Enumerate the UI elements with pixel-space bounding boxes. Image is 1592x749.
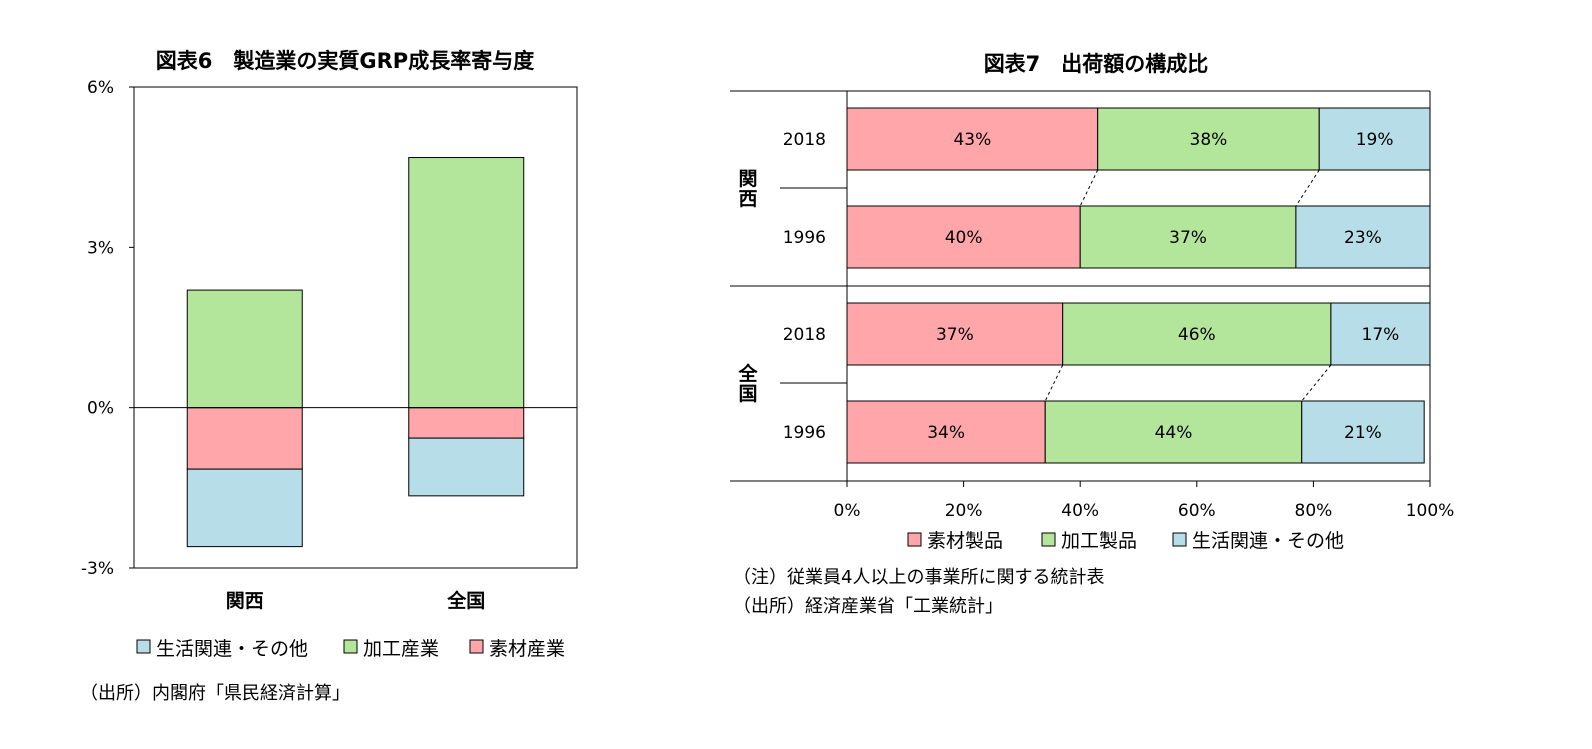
figure7-bar-segment-0-2 bbox=[1318, 107, 1431, 171]
figure7-data-label: 37% bbox=[936, 325, 974, 345]
figure7-x-tick-label: 60% bbox=[1178, 501, 1216, 521]
figure6-bars bbox=[186, 157, 525, 548]
figure6-legend-label: 素材産業 bbox=[489, 638, 565, 660]
figure7-x-tick-label: 100% bbox=[1406, 501, 1455, 521]
figure6-legend-swatch bbox=[469, 639, 484, 654]
figure7-x-tick-label: 80% bbox=[1295, 501, 1333, 521]
figure7-legend-swatch bbox=[1172, 532, 1187, 547]
figure7-title: 図表7 出荷額の構成比 bbox=[984, 52, 1209, 76]
figure7-x-tick-label: 20% bbox=[945, 501, 983, 521]
figure7-series-connector bbox=[1301, 364, 1332, 402]
figure7-x-tick-label: 40% bbox=[1061, 501, 1099, 521]
figure6-y-tick-label: 3% bbox=[87, 238, 114, 258]
figure7-note: （注）従業員4人以上の事業所に関する統計表 bbox=[733, 567, 1104, 588]
figure6-y-axis: 6% 3% 0% -3% bbox=[81, 78, 134, 579]
figure7-data-label: 40% bbox=[945, 228, 983, 248]
figure6-legend-swatch bbox=[343, 639, 358, 654]
figure7-bars: 43% 38% 19% 40% 37% 23% 37% 46% 17% 34% 44% 21% bbox=[846, 107, 1431, 464]
figure7-x-axis: 0% 20% 40% 60% 80% 100% bbox=[834, 481, 1455, 521]
figure7-legend-label: 加工製品 bbox=[1061, 530, 1137, 552]
figure7-row-label: 1996 bbox=[783, 228, 826, 248]
figure7-legend-label: 素材製品 bbox=[927, 530, 1003, 552]
figure6-plot-area bbox=[133, 86, 578, 569]
figure7-data-label: 21% bbox=[1344, 423, 1382, 443]
figure7-group-label: 全国 bbox=[737, 362, 758, 405]
figure7-legend: 素材製品 加工製品 生活関連・その他 bbox=[907, 530, 1344, 552]
figure6-category-label: 全国 bbox=[446, 589, 485, 612]
figure7-bar-segment-3-2 bbox=[1301, 400, 1425, 464]
figure7-data-label: 38% bbox=[1190, 130, 1228, 150]
figure7-bar-segment-1-2 bbox=[1295, 205, 1431, 269]
figure7-bar-segment-2-0 bbox=[846, 302, 1064, 366]
figure7-chart: 図表7 出荷額の構成比 43% 38% 19% 40% 37% 23% 37% 46% 17% 3… bbox=[730, 52, 1455, 617]
figure7-bar-segment-2-1 bbox=[1062, 302, 1332, 366]
figure7-series-connector bbox=[1079, 169, 1099, 207]
figure7-data-label: 23% bbox=[1344, 228, 1382, 248]
figure7-row-label: 2018 bbox=[783, 325, 826, 345]
figure7-bar-segment-0-0 bbox=[846, 107, 1099, 171]
figure7-bar-segment-1-1 bbox=[1079, 205, 1297, 269]
figure7-bar-segment-2-2 bbox=[1330, 302, 1431, 366]
figure6-category-label: 関西 bbox=[226, 590, 264, 612]
figure7-legend-swatch bbox=[907, 532, 922, 547]
figure7-series-connector bbox=[1295, 169, 1320, 207]
figure6-source: （出所）内閣府「県民経済計算」 bbox=[80, 683, 350, 704]
figure6-legend: 生活関連・その他 加工産業 素材産業 bbox=[136, 638, 565, 660]
figure6-x-axis: 関西 全国 bbox=[226, 589, 486, 612]
figure7-row-label: 1996 bbox=[783, 423, 826, 443]
figure7-legend-swatch bbox=[1041, 532, 1056, 547]
figure7-data-label: 19% bbox=[1356, 130, 1394, 150]
figure7-data-label: 44% bbox=[1155, 423, 1193, 443]
figure7-bar-segment-3-0 bbox=[846, 400, 1046, 464]
figure7-data-label: 34% bbox=[927, 423, 965, 443]
figure7-data-label: 43% bbox=[953, 130, 991, 150]
figure6-bar-segment-1-2 bbox=[408, 437, 525, 497]
figure6-y-tick-label: -3% bbox=[81, 559, 114, 579]
figure6-bar-segment-1-0 bbox=[408, 407, 525, 439]
figure7-x-tick-label: 0% bbox=[834, 501, 861, 521]
figure7-data-label: 17% bbox=[1362, 325, 1400, 345]
figure7-bar-segment-3-1 bbox=[1044, 400, 1303, 464]
figure6-bar-segment-1-1 bbox=[408, 157, 525, 409]
figure6-legend-swatch bbox=[136, 639, 151, 654]
figure6-y-tick-label: 6% bbox=[87, 78, 114, 98]
figure6-y-tick-label: 0% bbox=[87, 399, 114, 419]
figure6-legend-label: 加工産業 bbox=[363, 638, 439, 660]
figure6-bar-segment-0-1 bbox=[186, 289, 303, 409]
figure7-source: （出所）経済産業省「工業統計」 bbox=[733, 596, 1003, 617]
figure6-bar-segment-0-0 bbox=[186, 407, 303, 470]
figure6-title: 図表6 製造業の実質GRP成長率寄与度 bbox=[156, 49, 534, 73]
figure7-y-axis: 2018 1996 関西 2018 1996 全国 bbox=[737, 130, 826, 443]
figure7-data-label: 46% bbox=[1178, 325, 1216, 345]
figure7-bar-segment-1-0 bbox=[846, 205, 1081, 269]
figure7-legend-label: 生活関連・その他 bbox=[1192, 530, 1344, 552]
figure7-data-label: 37% bbox=[1169, 228, 1207, 248]
figure6-bar-segment-0-2 bbox=[186, 468, 303, 548]
figure6-legend-label: 生活関連・その他 bbox=[156, 638, 308, 660]
figure7-group-label: 関西 bbox=[738, 168, 757, 210]
figure7-row-label: 2018 bbox=[783, 130, 826, 150]
figure6-chart: 図表6 製造業の実質GRP成長率寄与度 6% 3% 0% -3% 関西 全国 生活関連・… bbox=[80, 49, 578, 704]
figure7-series-connector bbox=[1044, 364, 1064, 402]
